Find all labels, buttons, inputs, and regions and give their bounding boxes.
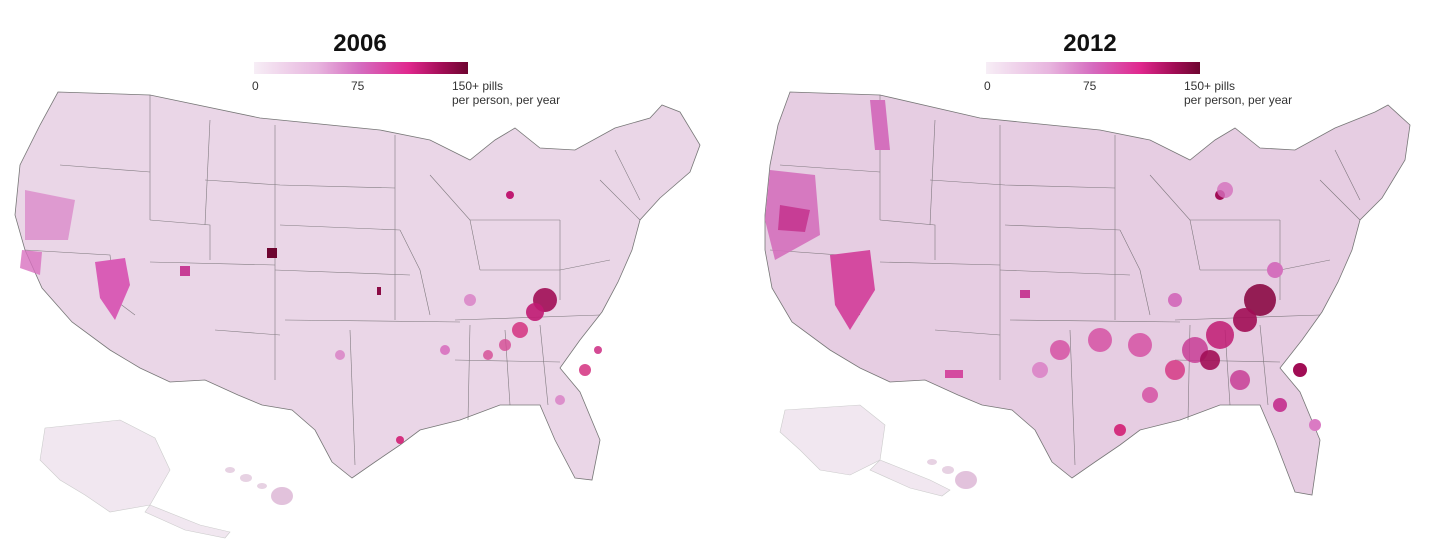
legend-unit-label: per person, per year <box>452 93 561 107</box>
hawaii-2012 <box>927 459 977 489</box>
alaska-2012 <box>779 404 951 497</box>
legend-max-label: 150+ pills <box>1184 79 1236 93</box>
map-panel-2012: 2012 0 75 150+ pills per person, per yea… <box>720 0 1440 542</box>
legend-mid-label: 75 <box>1083 79 1097 93</box>
legend-mid-label: 75 <box>351 79 365 93</box>
legend-min-label: 0 <box>252 79 259 93</box>
hotspots-2012 <box>765 100 1321 436</box>
hotspots-2006 <box>20 190 602 444</box>
legend-min-label: 0 <box>984 79 991 93</box>
us-map-2012 <box>764 91 1411 497</box>
us-map-2006 <box>14 91 701 539</box>
legend-max-label: 150+ pills <box>452 79 504 93</box>
color-legend: 0 75 150+ pills per person, per year <box>252 62 560 118</box>
contiguous-us-2006 <box>14 91 701 481</box>
map-year-title: 2006 <box>333 30 387 57</box>
alaska-2006 <box>39 419 231 539</box>
state-borders-2006 <box>24 95 641 466</box>
legend-gradient-bar <box>986 62 1200 74</box>
contiguous-us-2012 <box>764 91 1411 496</box>
map-year-title: 2012 <box>1063 30 1117 57</box>
legend-gradient-bar <box>254 62 468 74</box>
color-legend: 0 75 150+ pills per person, per year <box>984 62 1292 118</box>
map-panel-2006: 2006 0 75 150+ pills per person, per yea… <box>14 30 701 539</box>
legend-unit-label: per person, per year <box>1184 93 1293 107</box>
hawaii-2006 <box>225 467 293 505</box>
